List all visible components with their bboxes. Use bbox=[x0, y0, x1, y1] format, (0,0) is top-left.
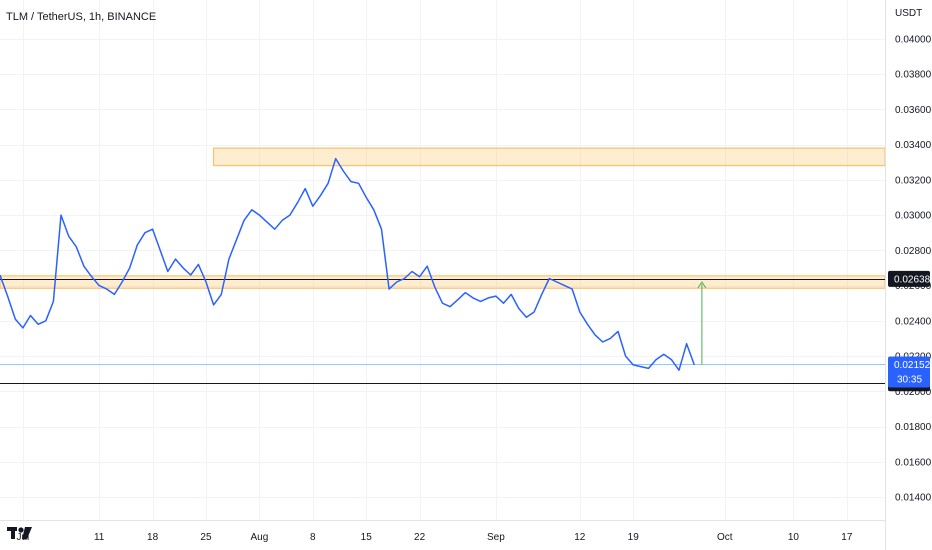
x-tick-label: 8 bbox=[310, 532, 316, 543]
price-line bbox=[0, 157, 696, 371]
y-tick-label: 0.03200 bbox=[895, 175, 932, 186]
y-tick-label: 0.03600 bbox=[895, 105, 932, 116]
zones bbox=[0, 147, 886, 289]
x-tick-label: 15 bbox=[361, 532, 373, 543]
x-tick-label: Sep bbox=[487, 532, 505, 543]
grid-lines bbox=[0, 0, 885, 520]
x-axis-ticks[interactable]: Jul111825Aug81522Sep1219Oct1017 bbox=[16, 532, 852, 543]
x-tick-label: Aug bbox=[250, 532, 268, 543]
x-tick-label: 22 bbox=[414, 532, 426, 543]
y-tick-label: 0.01600 bbox=[895, 457, 932, 468]
y-tick-label: 0.02000 bbox=[895, 387, 932, 398]
current-price-badge bbox=[888, 356, 930, 388]
x-tick-label: 18 bbox=[147, 532, 159, 543]
y-tick-label: 0.03400 bbox=[895, 140, 932, 151]
tradingview-logo-icon bbox=[7, 527, 32, 539]
countdown-label: 30:35 bbox=[897, 375, 922, 386]
horizontal-levels bbox=[0, 279, 885, 384]
current-price-label: 0.02152 bbox=[894, 360, 931, 371]
price-series bbox=[0, 157, 696, 371]
x-tick-label: 10 bbox=[788, 532, 800, 543]
resistance-zone-upper[interactable] bbox=[213, 147, 886, 167]
x-tick-label: 12 bbox=[574, 532, 586, 543]
y-axis-unit: USDT bbox=[895, 8, 922, 19]
target-arrow-group bbox=[697, 281, 707, 365]
x-tick-label: Oct bbox=[717, 532, 733, 543]
y-axis-ticks[interactable]: 0.04000 0.03800 0.03600 0.03400 0.03200 0.030… bbox=[895, 34, 932, 503]
target-arrow-head-icon bbox=[697, 281, 707, 289]
x-tick-label: 11 bbox=[94, 532, 105, 543]
y-tick-label: 0.03800 bbox=[895, 70, 932, 81]
level-badge-0 bbox=[888, 270, 930, 287]
chart-title: TLM / TetherUS, 1h, BINANCE bbox=[6, 11, 156, 23]
y-tick-label: 0.02400 bbox=[895, 316, 932, 327]
y-tick-label: 0.01800 bbox=[895, 422, 932, 433]
x-tick-label: 25 bbox=[200, 532, 212, 543]
x-tick-label: 19 bbox=[628, 532, 640, 543]
y-tick-label: 0.04000 bbox=[895, 34, 932, 45]
y-tick-label: 0.02800 bbox=[895, 246, 932, 257]
y-tick-label: 0.03000 bbox=[895, 211, 932, 222]
x-tick-label: 17 bbox=[841, 532, 853, 543]
level-badge-label: 0.02638 bbox=[894, 274, 931, 285]
y-tick-label: 0.01400 bbox=[895, 493, 932, 504]
resistance-zone-lower[interactable] bbox=[0, 275, 886, 289]
